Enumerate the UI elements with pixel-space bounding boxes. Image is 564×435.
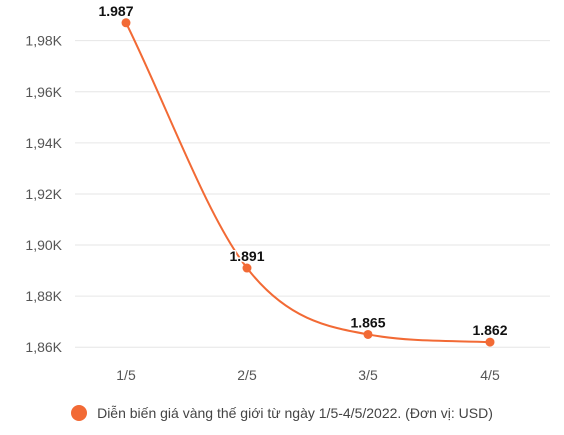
- x-tick-label: 1/5: [116, 367, 136, 383]
- x-axis: 1/5 2/5 3/5 4/5: [116, 367, 500, 383]
- data-point: [121, 18, 131, 28]
- y-tick-label: 1,90K: [25, 237, 62, 253]
- legend: Diễn biến giá vàng thế giới từ ngày 1/5-…: [0, 405, 564, 421]
- data-label: 1.987: [98, 3, 133, 19]
- data-label: 1.865: [350, 314, 385, 330]
- y-tick-label: 1,96K: [25, 84, 62, 100]
- data-label: 1.891: [229, 248, 264, 264]
- data-point: [242, 263, 252, 273]
- legend-marker: [71, 405, 88, 421]
- y-axis: 1,86K 1,88K 1,90K 1,92K 1,94K 1,96K 1,98K: [25, 33, 62, 356]
- data-labels: 1.987 1.891 1.865 1.862: [97, 1, 509, 339]
- series-line: [125, 22, 491, 344]
- y-tick-label: 1,98K: [25, 33, 62, 49]
- x-tick-label: 2/5: [237, 367, 257, 383]
- data-label: 1.862: [472, 322, 507, 338]
- y-tick-label: 1,86K: [25, 339, 62, 355]
- x-tick-label: 3/5: [358, 367, 378, 383]
- data-point: [363, 329, 373, 339]
- legend-label: Diễn biến giá vàng thế giới từ ngày 1/5-…: [97, 405, 493, 421]
- x-tick-label: 4/5: [480, 367, 500, 383]
- data-point: [485, 337, 495, 347]
- y-tick-label: 1,88K: [25, 288, 62, 304]
- y-tick-label: 1,92K: [25, 186, 62, 202]
- y-tick-label: 1,94K: [25, 135, 62, 151]
- series-gold-price: [121, 18, 495, 347]
- grid-lines: [75, 40, 550, 348]
